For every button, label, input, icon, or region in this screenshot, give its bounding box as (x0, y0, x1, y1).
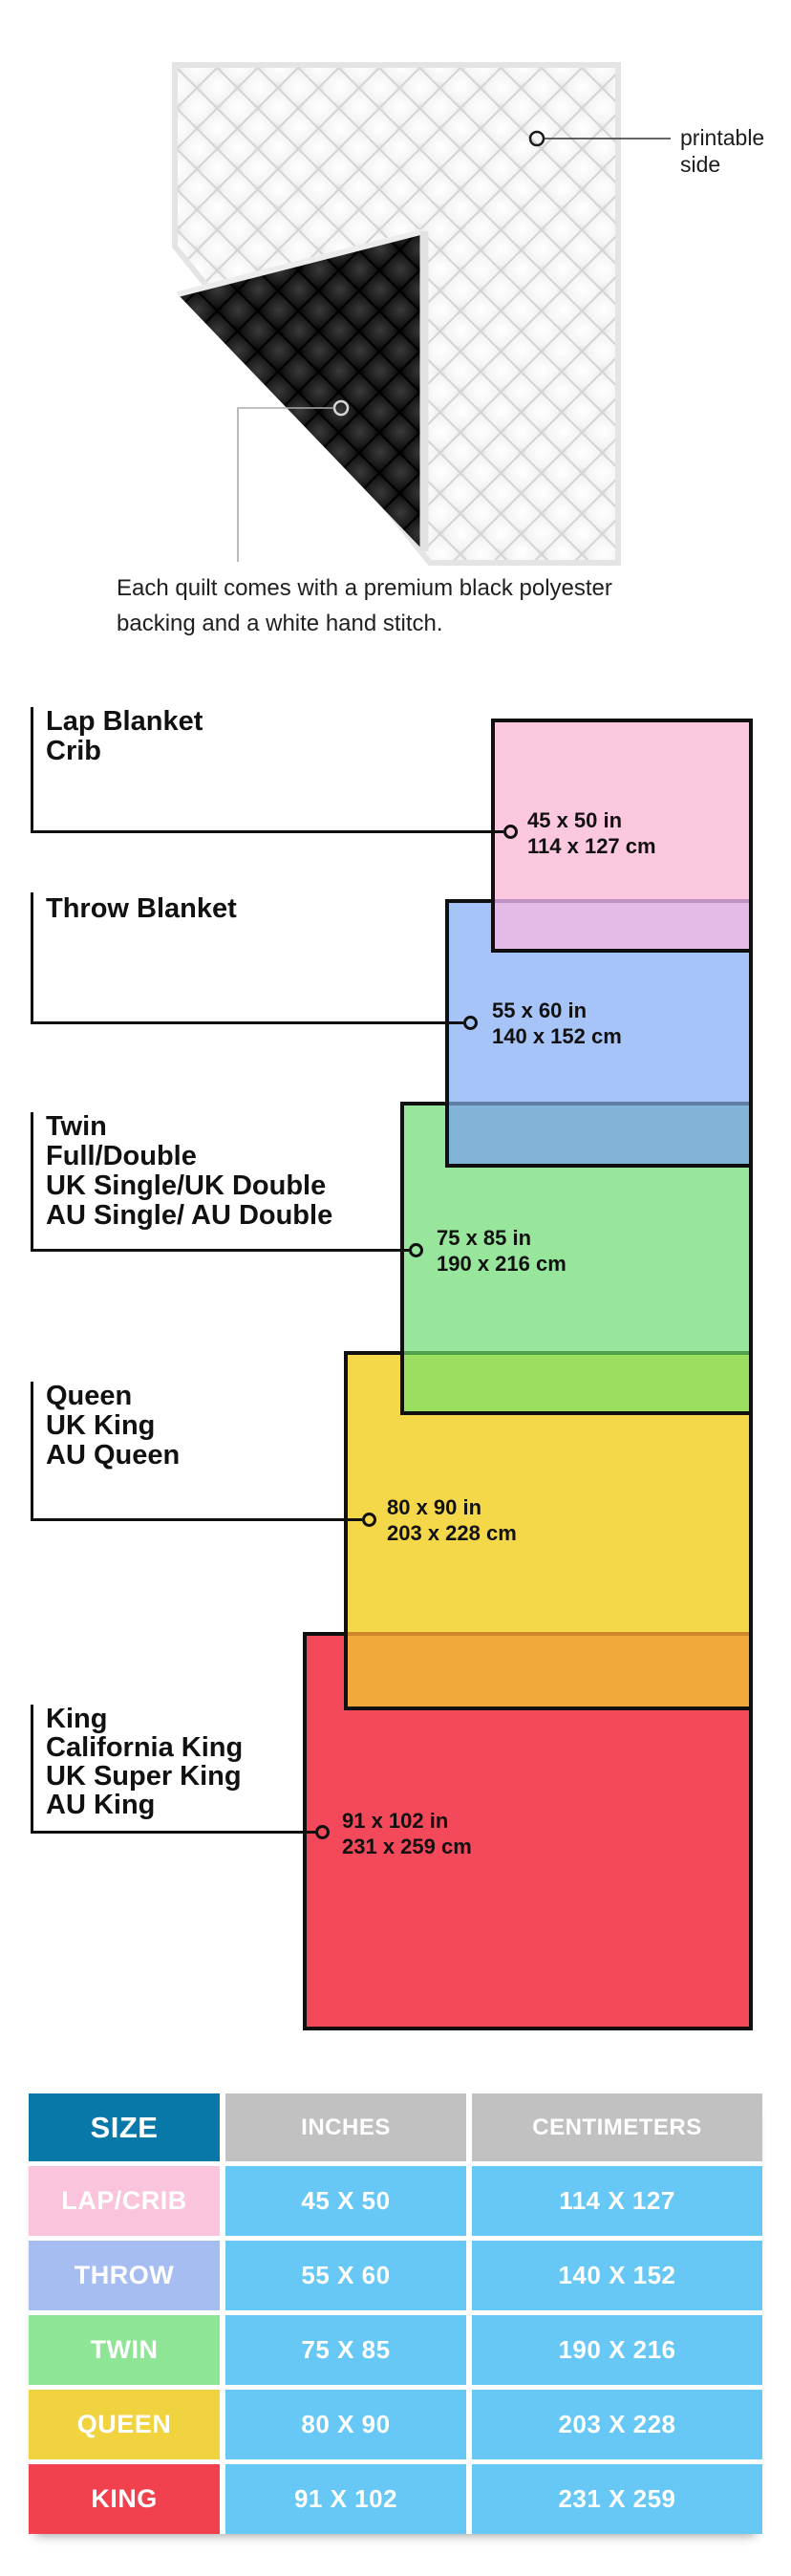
twin-inches: 75 x 85 in (437, 1226, 532, 1250)
king-label-line: UK Super King (46, 1761, 242, 1792)
quilt-caption: Each quilt comes with a premium black po… (117, 570, 612, 641)
table-header-inches: INCHES (225, 2093, 466, 2161)
king-label-tick (31, 1705, 33, 1834)
twin-connector-line (31, 1249, 409, 1252)
twin-centimeters: 190 x 216 cm (437, 1252, 567, 1276)
queen-connector-line (31, 1518, 362, 1521)
table-row-label-twin: TWIN (29, 2315, 220, 2385)
king-connector-line (31, 1831, 315, 1834)
table-row-label-queen: QUEEN (29, 2390, 220, 2459)
twin-border-tint (449, 1102, 749, 1106)
table-cell-queen-inches: 80 X 90 (225, 2390, 466, 2459)
lap-label-tick (31, 707, 33, 833)
queen-centimeters: 203 x 228 cm (387, 1521, 517, 1545)
king-label-line: AU King (46, 1790, 156, 1820)
printable-callout-dot (528, 130, 545, 147)
queen-connector-dot (362, 1513, 376, 1527)
table-cell-twin-inches: 75 X 85 (225, 2315, 466, 2385)
king-label: King California King UK Super King AU Ki… (46, 1705, 243, 1819)
table-header-size: SIZE (29, 2093, 220, 2161)
table-cell-throw-centimeters: 140 X 152 (472, 2241, 762, 2310)
printable-side-label: printable side (680, 124, 764, 178)
table-row-label-lap: LAP/CRIB (29, 2166, 220, 2236)
caption-line2: backing and a white hand stitch. (117, 611, 443, 636)
backing-callout-line (237, 407, 334, 562)
caption-line1: Each quilt comes with a premium black po… (117, 575, 612, 601)
queen-border-tint (404, 1351, 749, 1355)
throw-connector-dot (463, 1016, 478, 1030)
printable-side-line2: side (680, 152, 721, 177)
queen-label-line: AU Queen (46, 1440, 181, 1470)
throw-label-tick (31, 892, 33, 1024)
twin-label: Twin Full/Double UK Single/UK Double AU … (46, 1112, 332, 1231)
king-label-line: California King (46, 1732, 244, 1763)
twin-label-line: Full/Double (46, 1141, 197, 1171)
twin-queen-overlap (404, 1355, 749, 1411)
throw-inches: 55 x 60 in (492, 998, 588, 1022)
queen-king-overlap (348, 1636, 749, 1707)
king-label-line: King (46, 1704, 108, 1734)
table-cell-throw-inches: 55 X 60 (225, 2241, 466, 2310)
quilt-product-image (172, 62, 671, 566)
table-cell-twin-centimeters: 190 X 216 (472, 2315, 762, 2385)
lap-connector-line (31, 830, 503, 833)
lap-label-line: Lap Blanket (46, 706, 203, 737)
throw-dimensions: 55 x 60 in 140 x 152 cm (492, 998, 622, 1049)
queen-label-tick (31, 1382, 33, 1521)
queen-label-line: UK King (46, 1410, 156, 1441)
throw-centimeters: 140 x 152 cm (492, 1024, 622, 1048)
lap-label-line: Crib (46, 736, 101, 766)
table-cell-lap-inches: 45 X 50 (225, 2166, 466, 2236)
throw-twin-overlap (449, 1106, 749, 1164)
throw-label: Throw Blanket (46, 894, 237, 924)
twin-dimensions: 75 x 85 in 190 x 216 cm (437, 1225, 567, 1277)
table-cell-lap-centimeters: 114 X 127 (472, 2166, 762, 2236)
king-centimeters: 231 x 259 cm (342, 1835, 472, 1858)
lap-connector-dot (503, 825, 518, 839)
twin-label-line: UK Single/UK Double (46, 1170, 327, 1201)
twin-label-tick (31, 1112, 33, 1252)
printable-side-line1: printable (680, 125, 765, 150)
lap-throw-overlap (495, 903, 749, 949)
throw-label-line: Throw Blanket (46, 893, 237, 924)
quilt-backing-flap (178, 231, 424, 551)
twin-label-line: Twin (46, 1111, 107, 1142)
table-row-label-throw: THROW (29, 2241, 220, 2310)
lap-inches: 45 x 50 in (527, 808, 623, 832)
twin-label-line: AU Single/ AU Double (46, 1200, 333, 1231)
lap-centimeters: 114 x 127 cm (527, 834, 656, 858)
king-inches: 91 x 102 in (342, 1809, 449, 1833)
size-table: SIZE INCHES CENTIMETERS LAP/CRIB 45 X 50… (29, 2093, 762, 2534)
king-connector-dot (315, 1825, 330, 1839)
table-row-label-king: KING (29, 2464, 220, 2534)
table-header-centimeters: CENTIMETERS (472, 2093, 762, 2161)
lap-dimensions: 45 x 50 in 114 x 127 cm (527, 807, 656, 859)
table-cell-king-centimeters: 231 X 259 (472, 2464, 762, 2534)
table-cell-queen-centimeters: 203 X 228 (472, 2390, 762, 2459)
king-border-tint (348, 1632, 749, 1636)
king-dimensions: 91 x 102 in 231 x 259 cm (342, 1808, 472, 1859)
queen-dimensions: 80 x 90 in 203 x 228 cm (387, 1494, 517, 1546)
queen-label: Queen UK King AU Queen (46, 1382, 180, 1470)
flap-top-binding (177, 228, 425, 297)
table-cell-king-inches: 91 X 102 (225, 2464, 466, 2534)
lap-label: Lap Blanket Crib (46, 707, 203, 766)
queen-label-line: Queen (46, 1381, 133, 1411)
throw-border-tint (495, 899, 749, 903)
throw-connector-line (31, 1021, 463, 1024)
twin-connector-dot (409, 1243, 423, 1257)
queen-inches: 80 x 90 in (387, 1495, 482, 1519)
